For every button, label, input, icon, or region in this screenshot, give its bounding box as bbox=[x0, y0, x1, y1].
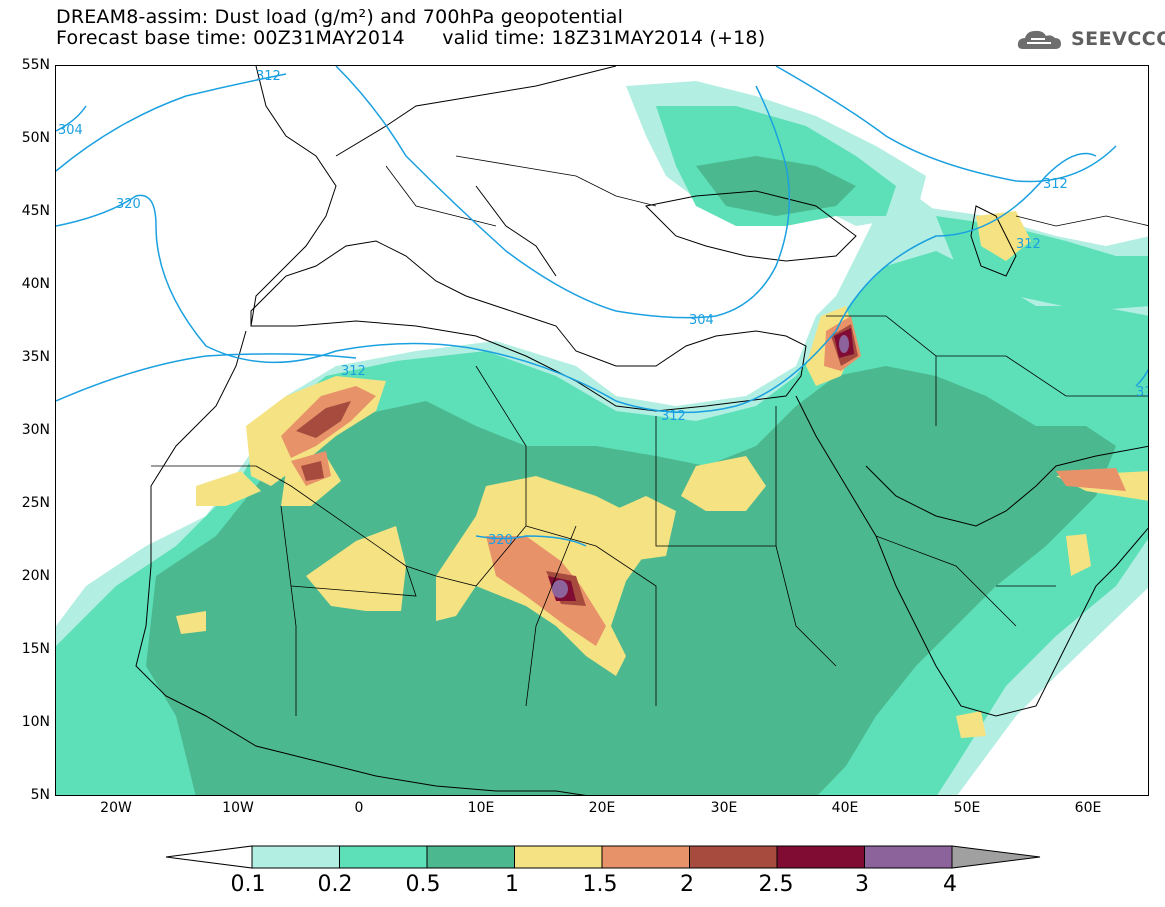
colorbar-label: 2 bbox=[680, 872, 694, 897]
contour-label: 304 bbox=[58, 123, 83, 138]
contour-label: 320 bbox=[116, 197, 141, 212]
colorbar-swatch bbox=[514, 845, 603, 869]
colorbar-swatch bbox=[339, 845, 428, 869]
lon-label: 20E bbox=[588, 800, 616, 816]
colorbar-swatch bbox=[426, 845, 515, 869]
colorbar-swatch bbox=[776, 845, 865, 869]
lat-label: 25N bbox=[21, 495, 50, 511]
map-title-line2: Forecast base time: 00Z31MAY2014 valid t… bbox=[56, 27, 766, 49]
colorbar-swatch bbox=[601, 845, 690, 869]
contour-label: 312 bbox=[1043, 177, 1068, 192]
dust-map: 312 320 312 312 304 312 312 320 304 312 bbox=[55, 65, 1149, 796]
contour-label: 312 bbox=[1016, 237, 1041, 252]
colorbar-swatch bbox=[251, 845, 340, 869]
colorbar-label: 3 bbox=[855, 872, 869, 897]
colorbar-label: 1 bbox=[505, 872, 519, 897]
lon-label: 40E bbox=[831, 800, 859, 816]
dust-field-4 bbox=[552, 335, 849, 598]
lon-label: 50E bbox=[953, 800, 981, 816]
map-title-line1: DREAM8-assim: Dust load (g/m²) and 700hP… bbox=[56, 6, 624, 28]
contour-label: 312 bbox=[1136, 385, 1149, 400]
lon-label: 10E bbox=[467, 800, 495, 816]
lat-label: 20N bbox=[21, 568, 50, 584]
lon-label: 0 bbox=[354, 800, 364, 816]
dust-map-canvas: 312 320 312 312 304 312 312 320 304 312 bbox=[56, 66, 1149, 795]
colorbar-over-triangle bbox=[951, 845, 1041, 869]
colorbar-label: 2.5 bbox=[758, 872, 794, 897]
colorbar-label: 0.1 bbox=[230, 872, 266, 897]
colorbar-swatch bbox=[864, 845, 953, 869]
geopotential-contours bbox=[56, 66, 1148, 547]
lat-label: 35N bbox=[21, 349, 50, 365]
lat-label: 15N bbox=[21, 641, 50, 657]
lat-label: 10N bbox=[21, 714, 50, 730]
cloud-icon bbox=[1017, 30, 1061, 49]
lat-label: 40N bbox=[21, 276, 50, 292]
contour-label: 312 bbox=[341, 364, 366, 379]
logo-text: SEEVCCC bbox=[1071, 28, 1165, 50]
lat-label: 55N bbox=[21, 57, 50, 73]
lon-label: 20W bbox=[100, 800, 132, 816]
lat-label: 30N bbox=[21, 422, 50, 438]
colorbar-under-triangle bbox=[165, 845, 253, 869]
colorbar-label: 0.2 bbox=[317, 872, 353, 897]
colorbar-label: 1.5 bbox=[582, 872, 618, 897]
lon-label: 60E bbox=[1074, 800, 1102, 816]
seevccc-logo: SEEVCCC bbox=[1015, 25, 1165, 55]
colorbar-label: 4 bbox=[943, 872, 957, 897]
colorbar-label: 0.5 bbox=[405, 872, 441, 897]
colorbar-swatch bbox=[689, 845, 778, 869]
lat-label: 5N bbox=[30, 787, 50, 803]
contour-labels: 312 320 312 312 304 312 312 320 304 312 bbox=[58, 69, 1149, 548]
coastlines bbox=[135, 66, 1148, 795]
contour-label: 312 bbox=[661, 409, 686, 424]
lat-label: 50N bbox=[21, 130, 50, 146]
lat-label: 45N bbox=[21, 203, 50, 219]
lon-label: 30E bbox=[710, 800, 738, 816]
country-borders bbox=[151, 155, 1148, 716]
lon-label: 10W bbox=[222, 800, 254, 816]
contour-label: 320 bbox=[488, 533, 513, 548]
contour-label: 304 bbox=[689, 313, 714, 328]
contour-label: 312 bbox=[256, 69, 281, 84]
